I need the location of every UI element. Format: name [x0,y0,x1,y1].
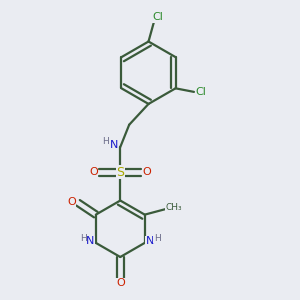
Text: Cl: Cl [195,87,206,97]
Text: O: O [67,196,76,207]
Text: N: N [110,140,118,150]
Text: O: O [89,167,98,177]
Text: O: O [143,167,152,177]
Text: H: H [102,137,109,146]
Text: H: H [154,234,160,243]
Text: Cl: Cl [152,12,163,22]
Text: CH₃: CH₃ [165,203,182,212]
Text: H: H [80,234,87,243]
Text: N: N [86,236,95,246]
Text: O: O [116,278,125,288]
Text: N: N [146,236,154,246]
Text: S: S [116,166,124,179]
